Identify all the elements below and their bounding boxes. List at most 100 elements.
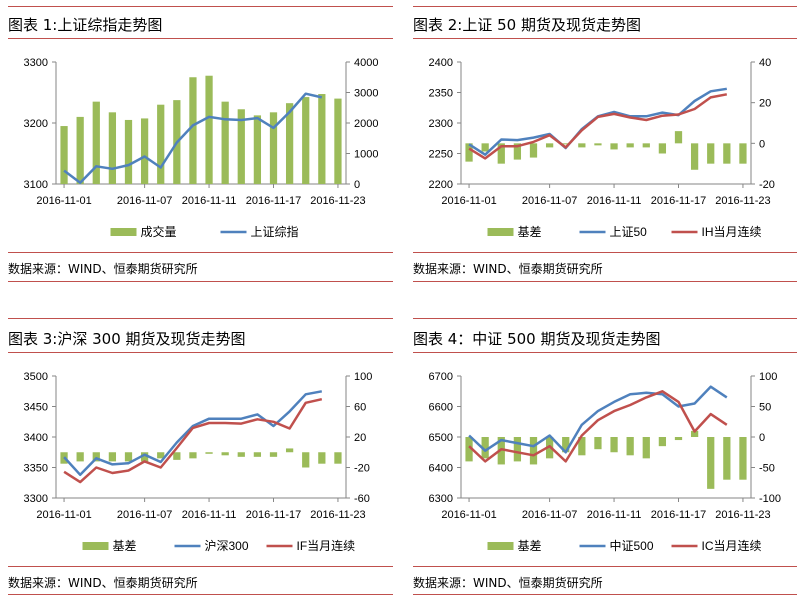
x-axis-tick-label: 2016-11-23 — [715, 509, 770, 521]
right-axis-tick-label: -50 — [759, 463, 775, 475]
x-axis-tick-label: 2016-11-23 — [310, 509, 365, 521]
chart-svg: 2200 2250 2300 2350 2400 -20 0 20 40 2016-11-01 20… — [429, 57, 775, 239]
data-source-note: 数据来源：WIND、恒泰期货研究所 — [8, 262, 198, 276]
right-axis-tick-label: 3000 — [354, 88, 378, 100]
bar — [302, 452, 310, 468]
bar — [562, 437, 570, 453]
legend-label: IF当月连续 — [297, 538, 356, 553]
data-source-note: 数据来源：WIND、恒泰期货研究所 — [413, 576, 603, 590]
right-axis-tick-label: -60 — [354, 493, 370, 505]
x-axis-tick-label: 2016-11-07 — [522, 509, 577, 521]
x-axis-tick-label: 2016-11-01 — [36, 509, 91, 521]
panel-title: 图表 2:上证 50 期货及现货走势图 — [413, 16, 641, 34]
left-axis-tick-label: 3300 — [24, 493, 48, 505]
panel-rule-top — [8, 6, 393, 7]
bar — [205, 452, 213, 454]
bar — [124, 119, 133, 184]
bar — [739, 143, 747, 164]
bar — [334, 452, 342, 464]
bar — [205, 75, 213, 184]
legend-swatch-bar — [487, 228, 514, 236]
left-axis-tick-label: 3300 — [24, 57, 48, 69]
bar — [578, 143, 586, 148]
bar — [723, 437, 731, 480]
bar — [626, 143, 634, 148]
left-axis-tick-label: 2300 — [429, 118, 453, 130]
bar — [253, 115, 262, 184]
legend-label: 上证综指 — [251, 224, 299, 239]
right-axis-tick-label: 2000 — [354, 118, 378, 130]
bar — [302, 97, 310, 184]
panel-rule-end — [413, 594, 797, 595]
right-axis-tick-label: 4000 — [354, 57, 378, 69]
x-axis-tick-label: 2016-11-01 — [36, 195, 91, 207]
left-axis-tick-label: 6600 — [429, 402, 453, 414]
panel-rule-title — [413, 352, 797, 353]
x-axis-tick-label: 2016-11-07 — [522, 195, 577, 207]
bar — [610, 143, 618, 150]
bar — [594, 143, 602, 146]
bar — [562, 143, 570, 145]
x-axis-tick-label: 2016-11-23 — [715, 195, 770, 207]
legend-label: 沪深300 — [205, 539, 249, 553]
series-line — [63, 397, 323, 484]
bar — [92, 101, 100, 184]
left-axis-tick-label: 3450 — [24, 402, 48, 414]
series-line — [468, 390, 728, 463]
right-axis-tick-label: 0 — [759, 138, 765, 150]
bar — [578, 437, 586, 456]
panel-rule-top — [413, 6, 797, 7]
bar — [285, 103, 294, 184]
right-axis-tick-label: 50 — [759, 402, 771, 414]
bar — [285, 448, 294, 453]
left-axis-tick-label: 6500 — [429, 432, 453, 444]
right-axis-tick-label: 0 — [759, 432, 765, 444]
bar — [642, 437, 650, 459]
bar — [189, 452, 197, 459]
legend-label: IH当月连续 — [702, 224, 762, 239]
bar — [76, 452, 84, 462]
left-axis-tick-label: 3200 — [24, 118, 48, 130]
left-axis-tick-label: 6700 — [429, 371, 453, 383]
bar — [318, 452, 326, 464]
panel-title: 图表 4：中证 500 期货及现货走势图 — [413, 330, 661, 348]
panel-title: 图表 3:沪深 300 期货及现货走势图 — [8, 330, 246, 348]
series-line — [468, 385, 728, 454]
x-axis-tick-label: 2016-11-11 — [182, 509, 237, 521]
bar — [140, 452, 149, 462]
bar — [707, 437, 715, 489]
chart-svg: 3300 3350 3400 3450 3500 -60 -20 20 60 100 2016-11… — [24, 371, 373, 553]
bar — [481, 143, 489, 152]
right-axis-tick-label: 100 — [759, 371, 777, 383]
x-axis-tick-label: 2016-11-07 — [117, 509, 172, 521]
bar — [76, 116, 84, 184]
bar — [237, 452, 245, 457]
chart-panel-3: 图表 3:沪深 300 期货及现货走势图 3300 3350 3400 3450 350… — [8, 314, 393, 596]
x-axis-tick-label: 2016-11-07 — [117, 195, 172, 207]
left-axis-tick-label: 3500 — [24, 371, 48, 383]
chart-panel-2: 图表 2:上证 50 期货及现货走势图 2200 2250 2300 2350 2400… — [413, 0, 797, 282]
bar — [690, 430, 699, 437]
bar — [269, 452, 278, 457]
legend-swatch-bar — [82, 542, 109, 550]
bar — [674, 131, 683, 144]
bar — [221, 101, 229, 184]
x-axis-tick-label: 2016-11-11 — [182, 195, 237, 207]
bar — [124, 452, 133, 462]
bar — [594, 437, 602, 450]
chart-panel-4: 图表 4：中证 500 期货及现货走势图 6300 6400 6500 6600 670… — [413, 314, 797, 596]
chart-svg: 3100 3200 3300 0 1000 2000 3000 4000 2016-11-01 2… — [24, 57, 379, 239]
legend-label: 成交量 — [141, 224, 177, 239]
bar — [626, 437, 634, 456]
right-axis-tick-label: 40 — [759, 57, 771, 69]
right-axis-tick-label: 100 — [354, 371, 372, 383]
x-axis-tick-label: 2016-11-01 — [441, 509, 496, 521]
right-axis-tick-label: 60 — [354, 402, 366, 414]
bar — [157, 452, 165, 459]
legend-label: 基差 — [518, 539, 542, 553]
bar — [739, 437, 747, 480]
bar — [334, 98, 342, 184]
right-axis-tick-label: 0 — [354, 179, 360, 191]
left-axis-tick-label: 3400 — [24, 432, 48, 444]
right-axis-tick-label: -20 — [354, 463, 370, 475]
